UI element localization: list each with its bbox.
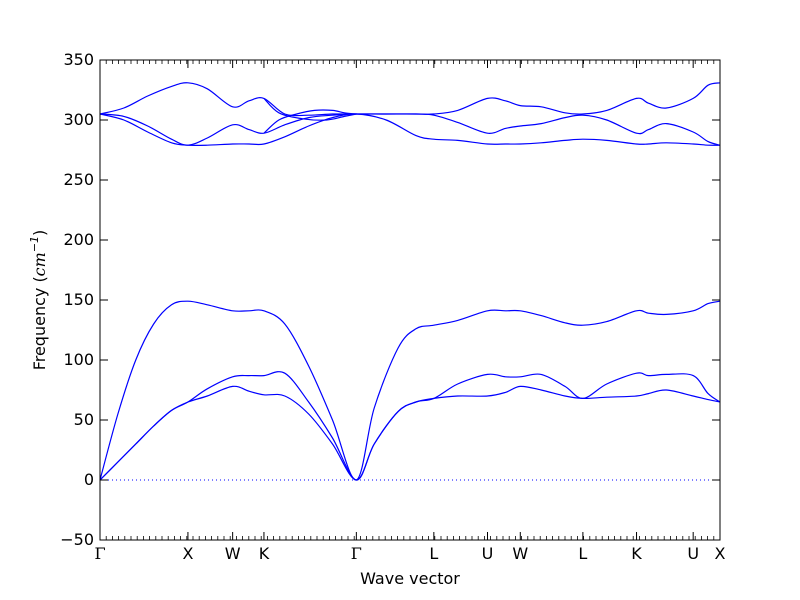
y-axis-label-close: ) [30,230,49,236]
band-line-3 [99,300,721,481]
y-tick-label: 100 [63,350,94,369]
x-tick-label: W [512,544,528,563]
y-axis-label-exponent: −1 [28,236,41,252]
x-tick-label: W [225,544,241,563]
y-axis-label-unit: cm [30,252,49,276]
x-tick-label: X [182,544,193,563]
x-tick-label: Γ [351,544,362,563]
band-line-4 [99,113,721,147]
y-axis-label: Frequency (cm−1) [28,230,49,371]
x-tick-label: L [429,544,438,563]
y-tick-label: 250 [63,170,94,189]
y-tick-label: 350 [63,50,94,69]
x-tick-label: K [631,544,642,563]
band-line-5 [99,113,721,146]
x-tick-label: L [578,544,587,563]
plot-area [99,82,721,481]
band-line-6 [99,82,721,117]
y-tick-label: 50 [74,410,94,429]
x-tick-label: K [259,544,270,563]
y-tick-label: −50 [60,530,94,549]
band-line-7 [263,109,357,134]
x-tick-label: Γ [94,544,105,563]
x-axis-label: Wave vector [360,569,460,588]
x-tick-label: U [482,544,494,563]
band-line-1 [99,385,721,481]
x-tick-label: U [687,544,699,563]
y-tick-label: 200 [63,230,94,249]
y-axis-label-main: Frequency ( [30,276,49,370]
y-tick-label: 150 [63,290,94,309]
y-tick-label: 0 [84,470,94,489]
y-tick-label: 300 [63,110,94,129]
band-line-8 [263,97,357,121]
band-line-2 [99,371,721,481]
x-tick-label: X [715,544,726,563]
